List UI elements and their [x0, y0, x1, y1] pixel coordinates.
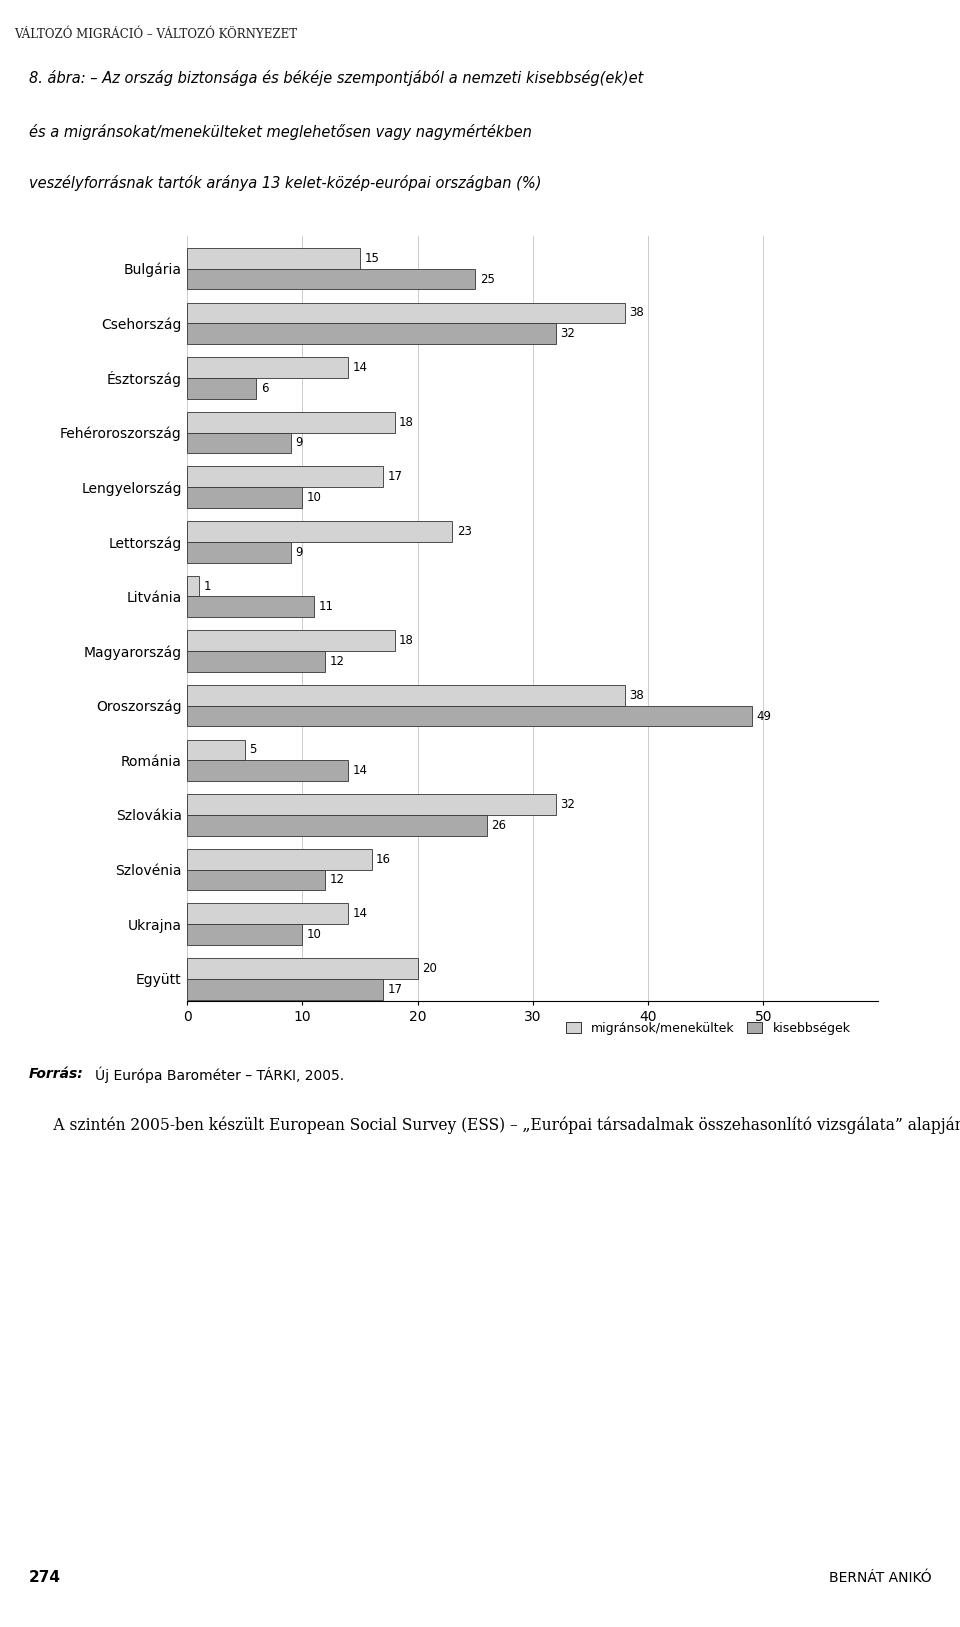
Text: 26: 26	[492, 818, 506, 831]
Text: 5: 5	[250, 744, 256, 757]
Text: 38: 38	[630, 688, 644, 701]
Bar	[187, 651, 325, 672]
Bar	[187, 685, 625, 706]
Bar	[187, 247, 360, 268]
Text: 32: 32	[561, 797, 575, 810]
Text: 25: 25	[480, 273, 494, 286]
Bar	[187, 630, 395, 651]
Text: 17: 17	[388, 983, 402, 996]
Bar	[187, 467, 383, 486]
Bar	[187, 412, 395, 433]
Text: 10: 10	[307, 927, 322, 940]
Bar	[187, 433, 291, 454]
Text: 17: 17	[388, 470, 402, 483]
Bar	[187, 740, 245, 760]
Bar	[187, 869, 325, 890]
Bar	[187, 576, 199, 597]
Bar	[187, 924, 302, 945]
Bar	[187, 303, 625, 324]
Bar	[187, 521, 452, 542]
Bar	[187, 358, 348, 377]
Bar	[187, 486, 302, 508]
Text: 49: 49	[756, 709, 771, 722]
Text: 9: 9	[296, 436, 303, 449]
Text: 14: 14	[353, 765, 368, 778]
Bar	[187, 377, 256, 399]
Text: 12: 12	[330, 874, 345, 887]
Text: 16: 16	[376, 853, 391, 866]
Text: 274: 274	[29, 1570, 60, 1585]
Text: 20: 20	[422, 962, 437, 975]
Bar	[187, 979, 383, 999]
Text: 32: 32	[561, 327, 575, 340]
Text: 18: 18	[399, 415, 414, 428]
Text: Új Európa Barométer – TÁRKI, 2005.: Új Európa Barométer – TÁRKI, 2005.	[95, 1067, 344, 1084]
Text: 11: 11	[319, 600, 333, 613]
Bar	[187, 760, 348, 781]
Bar	[187, 815, 487, 836]
Text: 18: 18	[399, 635, 414, 648]
Text: 14: 14	[353, 908, 368, 921]
Text: VÁLTOZÓ MIGRÁCIÓ – VÁLTOZÓ KÖRNYEZET: VÁLTOZÓ MIGRÁCIÓ – VÁLTOZÓ KÖRNYEZET	[14, 29, 298, 41]
Text: BERNÁT ANIKÓ: BERNÁT ANIKÓ	[828, 1570, 931, 1585]
Text: 23: 23	[457, 526, 471, 539]
Bar	[187, 542, 291, 563]
Bar	[187, 706, 752, 726]
Text: 6: 6	[261, 382, 269, 395]
Text: 1: 1	[204, 579, 211, 592]
Bar	[187, 324, 556, 343]
Legend: migránsok/menekültek, kisebbségek: migránsok/menekültek, kisebbségek	[562, 1017, 855, 1040]
Text: Forrás:: Forrás:	[29, 1067, 84, 1080]
Bar	[187, 597, 314, 617]
Text: A szintén 2005-ben készült European Social Survey (ESS) – „Európai társadalmak ö: A szintén 2005-ben készült European Soci…	[29, 1114, 960, 1134]
Bar	[187, 268, 475, 290]
Text: 12: 12	[330, 656, 345, 669]
Bar	[187, 903, 348, 924]
Text: 38: 38	[630, 306, 644, 319]
Text: 9: 9	[296, 545, 303, 558]
Text: 15: 15	[365, 252, 379, 265]
Text: 14: 14	[353, 361, 368, 374]
Text: 8. ábra: – Az ország biztonsága és békéje szempontjából a nemzeti kisebbség(ek)e: 8. ábra: – Az ország biztonsága és békéj…	[29, 70, 643, 86]
Text: veszélyforrásnak tartók aránya 13 kelet-közép-európai országban (%): veszélyforrásnak tartók aránya 13 kelet-…	[29, 174, 541, 190]
Bar	[187, 958, 418, 979]
Bar	[187, 849, 372, 869]
Bar	[187, 794, 556, 815]
Text: 10: 10	[307, 491, 322, 504]
Text: és a migránsokat/menekülteket meglehetősen vagy nagymértékben: és a migránsokat/menekülteket meglehetős…	[29, 124, 532, 140]
